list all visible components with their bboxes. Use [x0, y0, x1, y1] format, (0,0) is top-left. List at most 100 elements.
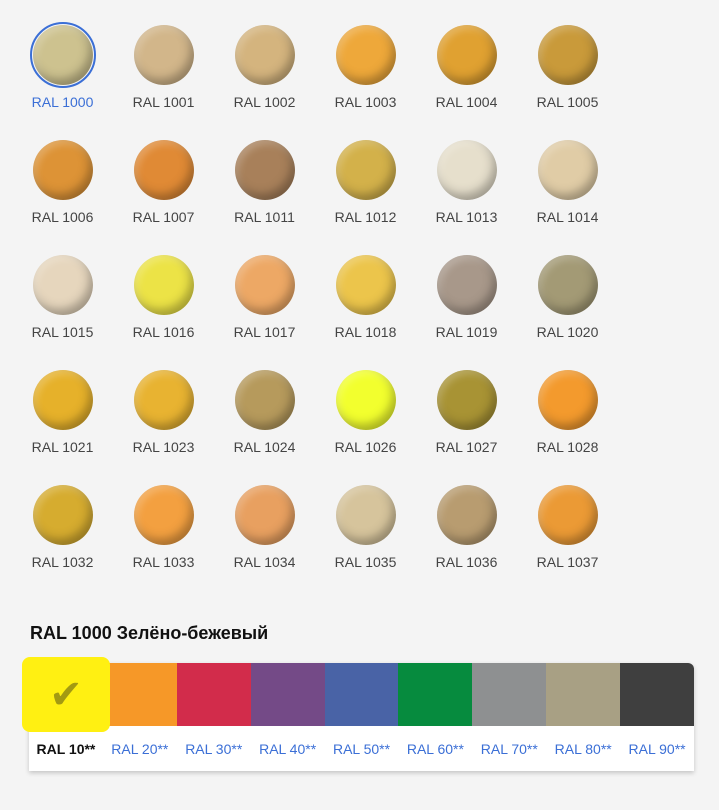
swatch-label: RAL 1018: [334, 324, 397, 340]
selected-color-title: RAL 1000 Зелёно-бежевый: [30, 623, 269, 643]
color-swatch[interactable]: RAL 1036: [416, 482, 517, 597]
color-sphere: [234, 485, 295, 545]
color-swatch[interactable]: RAL 1024: [214, 367, 315, 482]
color-swatch[interactable]: RAL 1003: [315, 22, 416, 137]
color-swatch[interactable]: RAL 1012: [315, 137, 416, 252]
swatch-ring: [232, 22, 298, 88]
color-sphere: [234, 370, 295, 430]
group-label: RAL 40**: [259, 741, 317, 757]
color-swatch[interactable]: RAL 1033: [113, 482, 214, 597]
color-swatch[interactable]: RAL 1002: [214, 22, 315, 137]
color-sphere: [133, 485, 194, 545]
swatch-ring: [333, 252, 399, 318]
swatch-ring: [131, 252, 197, 318]
swatch-label: RAL 1032: [31, 554, 94, 570]
color-sphere: [335, 370, 396, 430]
color-swatch[interactable]: RAL 1006: [12, 137, 113, 252]
swatch-ring: [535, 137, 601, 203]
color-swatch[interactable]: RAL 1014: [517, 137, 618, 252]
swatch-ring: [535, 22, 601, 88]
group-color-block: [250, 663, 325, 726]
color-group-tab[interactable]: RAL 60**: [398, 663, 473, 771]
swatch-label: RAL 1000: [31, 94, 94, 110]
swatch-label: RAL 1023: [132, 439, 195, 455]
swatch-label: RAL 1020: [536, 324, 599, 340]
color-swatch[interactable]: RAL 1013: [416, 137, 517, 252]
group-color-block: [620, 663, 695, 726]
color-swatch[interactable]: RAL 1001: [113, 22, 214, 137]
swatch-label: RAL 1015: [31, 324, 94, 340]
color-sphere: [32, 485, 93, 545]
color-sphere: [32, 255, 93, 315]
color-swatch[interactable]: RAL 1018: [315, 252, 416, 367]
color-sphere: [335, 140, 396, 200]
color-swatch[interactable]: RAL 1007: [113, 137, 214, 252]
color-swatch[interactable]: RAL 1011: [214, 137, 315, 252]
group-color-block: [546, 663, 621, 726]
group-label: RAL 20**: [111, 741, 169, 757]
swatch-ring: [434, 482, 500, 548]
group-label: RAL 60**: [406, 741, 464, 757]
color-group-tab[interactable]: RAL 90**: [620, 663, 695, 771]
color-sphere: [537, 370, 598, 430]
color-swatch[interactable]: RAL 1027: [416, 367, 517, 482]
color-group-tabs: ✔ RAL 10** RAL 20** RAL 30** RAL 40** RAL 50*…: [22, 657, 695, 771]
color-swatch[interactable]: RAL 1015: [12, 252, 113, 367]
color-group-tab[interactable]: RAL 20**: [102, 663, 177, 771]
color-swatch[interactable]: RAL 1004: [416, 22, 517, 137]
color-group-tab[interactable]: RAL 50**: [324, 663, 399, 771]
color-swatch[interactable]: RAL 1021: [12, 367, 113, 482]
swatch-ring: [131, 22, 197, 88]
color-group-tab[interactable]: RAL 40**: [250, 663, 325, 771]
color-swatch[interactable]: RAL 1034: [214, 482, 315, 597]
color-swatch[interactable]: RAL 1019: [416, 252, 517, 367]
color-sphere: [537, 485, 598, 545]
color-swatch[interactable]: RAL 1017: [214, 252, 315, 367]
swatch-label: RAL 1004: [435, 94, 498, 110]
color-sphere: [436, 25, 497, 85]
swatch-ring: [30, 252, 96, 318]
swatch-ring: [232, 367, 298, 433]
color-sphere: [537, 140, 598, 200]
color-swatch[interactable]: RAL 1005: [517, 22, 618, 137]
color-group-tab[interactable]: RAL 70**: [472, 663, 547, 771]
swatch-ring: [535, 252, 601, 318]
swatch-label: RAL 1021: [31, 439, 94, 455]
color-sphere: [335, 485, 396, 545]
swatch-label: RAL 1026: [334, 439, 397, 455]
color-swatch[interactable]: RAL 1037: [517, 482, 618, 597]
swatch-label: RAL 1024: [233, 439, 296, 455]
color-group-tab[interactable]: RAL 30**: [176, 663, 251, 771]
swatch-ring: [333, 137, 399, 203]
color-swatch[interactable]: RAL 1026: [315, 367, 416, 482]
swatch-ring: [131, 482, 197, 548]
group-color-block: ✔: [22, 657, 110, 732]
swatch-label: RAL 1017: [233, 324, 296, 340]
color-swatch[interactable]: RAL 1032: [12, 482, 113, 597]
color-swatch[interactable]: RAL 1035: [315, 482, 416, 597]
swatch-ring: [232, 137, 298, 203]
color-swatch[interactable]: RAL 1023: [113, 367, 214, 482]
swatch-label: RAL 1037: [536, 554, 599, 570]
color-sphere: [537, 25, 598, 85]
color-sphere: [537, 255, 598, 315]
color-group-tab[interactable]: RAL 80**: [546, 663, 621, 771]
color-sphere: [234, 255, 295, 315]
color-sphere: [133, 140, 194, 200]
swatch-label: RAL 1033: [132, 554, 195, 570]
swatch-label: RAL 1006: [31, 209, 94, 225]
swatch-label: RAL 1014: [536, 209, 599, 225]
swatch-ring: [535, 482, 601, 548]
color-group-tab[interactable]: ✔ RAL 10**: [22, 657, 110, 771]
swatch-label: RAL 1002: [233, 94, 296, 110]
color-sphere: [32, 370, 93, 430]
color-swatch[interactable]: RAL 1028: [517, 367, 618, 482]
swatch-label: RAL 1036: [435, 554, 498, 570]
swatch-ring: [434, 22, 500, 88]
color-sphere: [32, 25, 93, 85]
color-swatch[interactable]: RAL 1020: [517, 252, 618, 367]
color-swatch[interactable]: RAL 1016: [113, 252, 214, 367]
color-swatch[interactable]: RAL 1000: [12, 22, 113, 137]
group-color-block: [398, 663, 473, 726]
color-sphere: [436, 485, 497, 545]
